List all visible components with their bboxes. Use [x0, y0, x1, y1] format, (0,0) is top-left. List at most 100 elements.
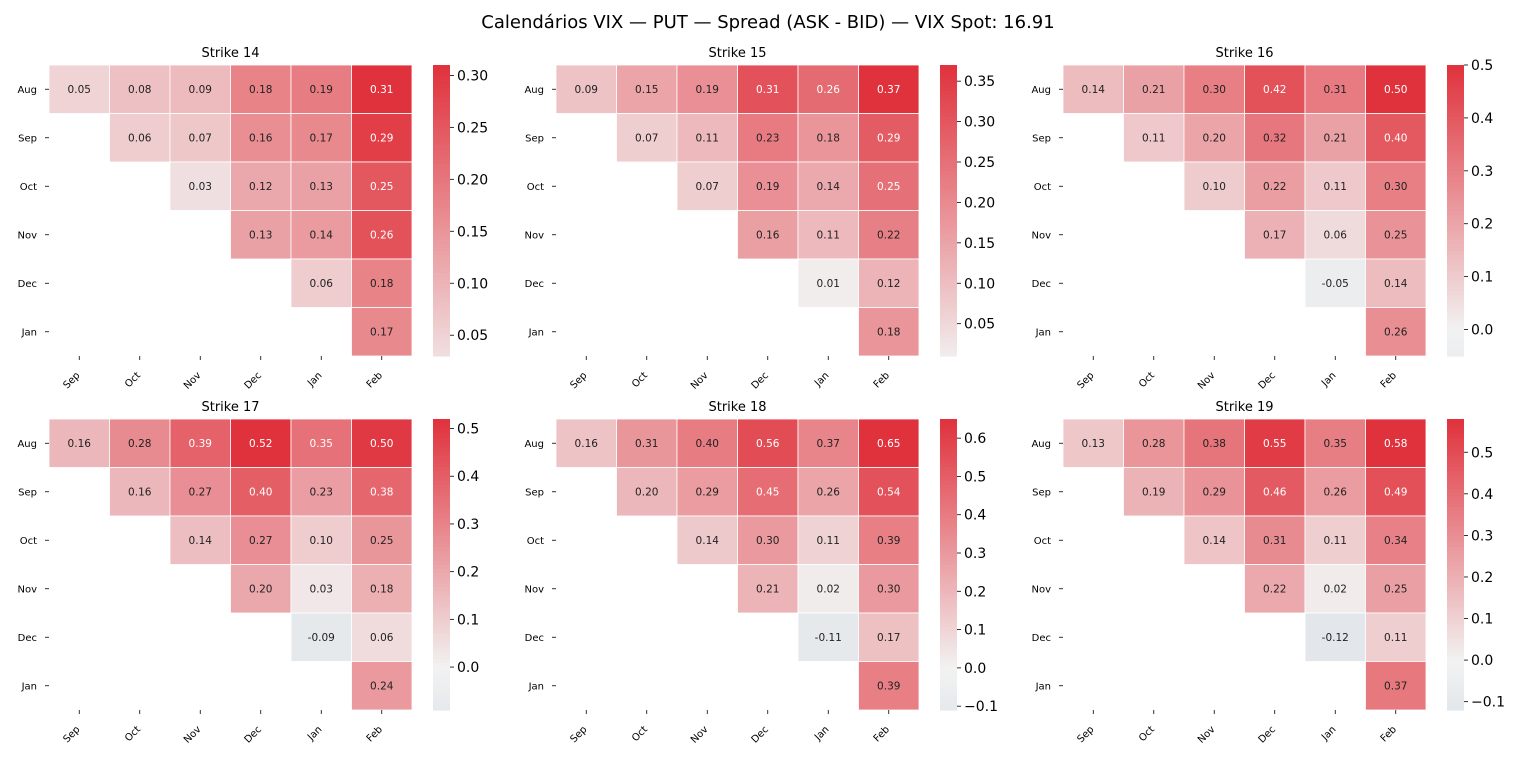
- row-label: Dec: [1032, 633, 1051, 644]
- heatmap-cell: [1304, 612, 1366, 662]
- colorbar-segment: [433, 181, 450, 186]
- colorbar-segment: [1447, 619, 1464, 624]
- colorbar-segment: [940, 181, 957, 186]
- colorbar-segment: [940, 123, 957, 128]
- colorbar-segment: [940, 677, 957, 682]
- colorbar-tick-label: 0.1: [457, 612, 479, 628]
- colorbar-segment: [433, 575, 450, 580]
- colorbar-segment: [433, 86, 450, 92]
- colorbar-segment: [1447, 195, 1464, 201]
- row-label: Jan: [1035, 327, 1051, 338]
- colorbar-segment: [940, 246, 957, 252]
- colorbar-segment: [940, 134, 957, 139]
- colorbar-segment: [940, 286, 957, 292]
- colorbar-segment: [433, 619, 450, 624]
- colorbar-segment: [433, 159, 450, 164]
- colorbar-tick-label: 0.0: [964, 661, 986, 677]
- colorbar-segment: [1447, 225, 1464, 230]
- colorbar-segment: [940, 326, 957, 332]
- colorbar-tick-label: 0.20: [457, 172, 488, 188]
- colorbar-segment: [1447, 626, 1464, 631]
- colorbar-tick-label: 0.4: [964, 508, 986, 524]
- heatmap-cell: [858, 418, 920, 468]
- column-label: Feb: [1379, 724, 1399, 744]
- colorbar-segment: [1447, 239, 1464, 244]
- cell-value-label: 0.07: [635, 132, 658, 144]
- cell-value-label: 0.10: [310, 535, 333, 547]
- colorbar-segment: [433, 655, 450, 660]
- heatmap-cell: [1365, 564, 1427, 614]
- colorbar-segment: [433, 79, 450, 84]
- heatmap-cell: [290, 113, 352, 163]
- heatmap-cell: [797, 612, 859, 662]
- colorbar-tick-label: 0.10: [457, 276, 488, 292]
- row-label: Dec: [525, 633, 544, 644]
- row-label: Dec: [18, 279, 37, 290]
- colorbar-segment: [940, 451, 957, 456]
- colorbar-segment: [433, 297, 450, 303]
- colorbar-segment: [940, 593, 957, 598]
- colorbar-segment: [433, 345, 450, 350]
- colorbar-segment: [1447, 604, 1464, 609]
- colorbar-segment: [1447, 557, 1464, 562]
- cell-value-label: 0.20: [1203, 132, 1226, 144]
- heatmap-cell: [1304, 113, 1366, 163]
- colorbar-segment: [940, 553, 957, 558]
- colorbar-segment: [433, 348, 450, 353]
- colorbar-segment: [940, 640, 957, 646]
- cell-value-label: 0.20: [635, 486, 658, 498]
- cell-value-label: 0.29: [1203, 486, 1226, 498]
- colorbar-segment: [1447, 174, 1464, 179]
- colorbar-segment: [940, 283, 957, 288]
- colorbar-segment: [433, 637, 450, 642]
- heatmap-cell: [1244, 161, 1306, 211]
- colorbar-segment: [1447, 429, 1464, 435]
- colorbar-segment: [940, 429, 957, 435]
- colorbar-segment: [1447, 477, 1464, 482]
- colorbar-segment: [1447, 246, 1464, 252]
- cell-value-label: 0.35: [310, 438, 333, 450]
- cell-value-label: 0.18: [877, 326, 900, 338]
- colorbar-segment: [433, 225, 450, 230]
- heatmap-cell: [797, 161, 859, 211]
- row-label: Dec: [525, 279, 544, 290]
- heatmap-cell: [1304, 210, 1366, 260]
- colorbar-segment: [940, 214, 957, 219]
- colorbar-segment: [1447, 137, 1464, 142]
- colorbar-segment: [1447, 549, 1464, 555]
- colorbar-tick-label: 0.5: [457, 422, 479, 438]
- heatmap-cell: [1365, 64, 1427, 114]
- heatmap-cell: [858, 661, 920, 711]
- colorbar-segment: [433, 134, 450, 139]
- heatmap-cell: [48, 64, 110, 114]
- cell-value-label: 0.26: [1324, 486, 1348, 498]
- colorbar-segment: [1447, 669, 1464, 675]
- colorbar-segment: [1447, 499, 1464, 504]
- colorbar-tick-label: 0.4: [1471, 111, 1493, 127]
- colorbar-segment: [433, 72, 450, 77]
- colorbar-segment: [940, 586, 957, 591]
- colorbar-segment: [940, 706, 957, 711]
- heatmap-cell: [290, 210, 352, 260]
- heatmap-cell: [109, 467, 171, 517]
- cell-value-label: 0.22: [1263, 181, 1286, 193]
- cell-value-label: 0.06: [1324, 229, 1348, 241]
- cell-value-label: 0.11: [696, 132, 719, 144]
- colorbar-segment: [433, 549, 450, 555]
- cell-value-label: 0.18: [370, 278, 393, 290]
- colorbar-segment: [1447, 79, 1464, 84]
- heatmap-cell: [290, 467, 352, 517]
- colorbar-segment: [940, 235, 957, 241]
- colorbar-segment: [940, 619, 957, 624]
- colorbar-segment: [433, 451, 450, 456]
- column-label: Nov: [689, 370, 711, 392]
- column-label: Feb: [365, 370, 385, 390]
- heatmap-cell: [1244, 418, 1306, 468]
- heatmap-panel: Strike 15 0.09 0.15 0.19 0.31 0.26 0.37 0.07 0.1…: [524, 46, 995, 392]
- colorbar-segment: [433, 633, 450, 638]
- colorbar-segment: [940, 243, 957, 248]
- colorbar-segment: [1447, 575, 1464, 580]
- heatmap-cell: [351, 418, 413, 468]
- colorbar-segment: [1447, 466, 1464, 471]
- colorbar-segment: [1447, 622, 1464, 627]
